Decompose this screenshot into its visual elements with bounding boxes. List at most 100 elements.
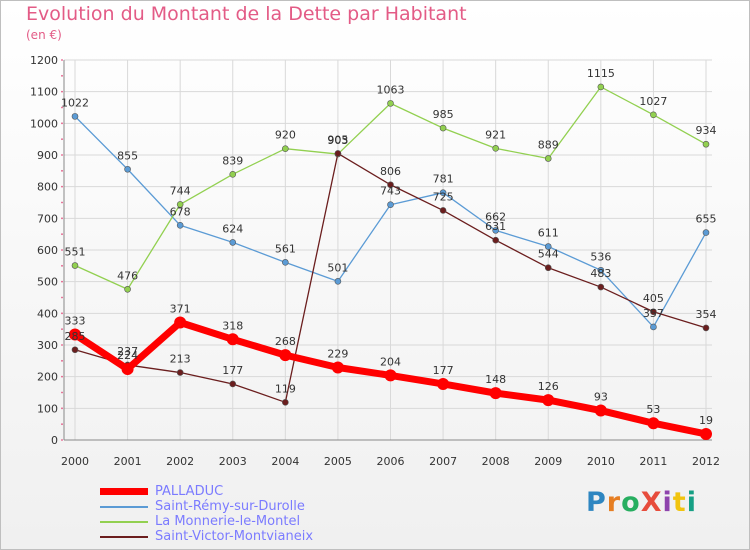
data-label-saint-remy: 655	[696, 213, 717, 226]
data-point-palladuc	[384, 369, 397, 382]
data-label-palladuc: 177	[433, 364, 454, 377]
data-point-palladuc	[174, 316, 187, 329]
data-label-saint-remy: 855	[117, 149, 138, 162]
data-point-saint-victor	[597, 283, 605, 291]
y-axis-minor-tick	[61, 328, 63, 331]
data-label-saint-remy: 611	[538, 227, 559, 240]
data-label-palladuc: 371	[170, 303, 191, 316]
y-axis-minor-tick	[61, 169, 63, 172]
data-point-la-monnerie	[71, 262, 79, 269]
data-label-la-monnerie: 1115	[587, 67, 615, 80]
logo-letter: X	[640, 487, 663, 518]
data-point-la-monnerie	[176, 201, 184, 208]
data-label-palladuc: 204	[380, 355, 401, 368]
data-label-palladuc: 224	[117, 349, 138, 362]
logo-letter: r	[606, 487, 622, 518]
y-axis-minor-tick	[61, 264, 63, 267]
data-point-saint-remy	[71, 113, 79, 120]
data-label-saint-victor: 177	[222, 364, 243, 377]
y-axis-minor-tick	[61, 217, 63, 220]
data-point-la-monnerie	[544, 155, 552, 162]
legend-swatch-saint-victor	[100, 536, 148, 538]
legend-swatch-la-monnerie	[100, 521, 148, 523]
data-label-la-monnerie: 921	[485, 128, 506, 141]
data-label-la-monnerie: 1063	[377, 83, 405, 96]
data-label-saint-remy: 624	[222, 222, 243, 235]
data-point-saint-victor	[492, 236, 499, 244]
y-axis-minor-tick	[61, 201, 63, 204]
data-point-saint-victor	[176, 369, 184, 376]
x-tick-label: 2009	[534, 455, 562, 468]
data-label-saint-remy: 743	[380, 185, 401, 198]
x-tick-label: 2004	[271, 455, 299, 468]
data-point-saint-victor	[650, 308, 657, 316]
y-axis-minor-tick	[61, 423, 63, 426]
y-tick-label: 900	[37, 149, 58, 162]
data-label-saint-victor: 806	[380, 165, 401, 178]
data-point-la-monnerie	[702, 140, 710, 148]
data-label-saint-remy: 357	[643, 307, 664, 320]
axes: 0 100 200 300 400 500 600 700 800 900 1000 1100 1200…	[30, 54, 720, 468]
x-tick-label: 2007	[429, 455, 457, 468]
data-label-palladuc: 126	[538, 380, 559, 393]
proxiti-logo: ProXiti	[586, 487, 697, 518]
data-label-saint-victor: 213	[170, 353, 191, 366]
data-label-la-monnerie: 476	[117, 269, 138, 282]
data-point-saint-remy	[650, 323, 657, 331]
data-label-la-monnerie: 934	[696, 124, 717, 137]
data-point-saint-victor	[334, 150, 342, 157]
data-point-saint-victor	[439, 207, 447, 214]
data-point-palladuc	[700, 427, 712, 440]
y-axis-minor-tick	[61, 122, 63, 125]
data-point-palladuc	[69, 328, 81, 341]
y-axis-minor-tick	[61, 359, 63, 362]
y-axis-minor-tick	[61, 296, 63, 299]
data-label-palladuc: 19	[699, 414, 713, 427]
y-tick-label: 300	[37, 339, 58, 352]
data-label-saint-victor: 119	[275, 382, 296, 395]
data-label-la-monnerie: 1027	[639, 95, 667, 108]
data-label-saint-remy: 662	[485, 210, 506, 223]
data-point-palladuc	[279, 349, 292, 362]
data-point-saint-victor	[282, 399, 289, 406]
logo-letter: t	[672, 487, 687, 518]
data-label-saint-remy: 561	[275, 242, 296, 255]
y-axis-minor-tick	[61, 375, 63, 378]
data-point-saint-victor	[702, 324, 710, 332]
y-tick-label: 600	[37, 244, 58, 257]
data-point-palladuc	[489, 387, 502, 400]
data-point-la-monnerie	[492, 145, 499, 152]
y-axis-minor-tick	[61, 138, 63, 141]
data-point-palladuc	[331, 361, 344, 374]
data-label-palladuc: 318	[222, 319, 243, 332]
y-axis-minor-tick	[61, 439, 63, 441]
y-tick-label: 200	[37, 371, 58, 384]
legend-label-palladuc: PALLADUC	[155, 484, 224, 499]
data-point-saint-remy	[387, 201, 394, 209]
y-axis-minor-tick	[61, 391, 63, 394]
data-label-palladuc: 148	[485, 373, 506, 386]
data-label-la-monnerie: 985	[433, 108, 454, 121]
data-label-saint-victor: 483	[590, 267, 611, 280]
data-point-saint-victor	[229, 380, 237, 388]
y-tick-label: 1200	[30, 54, 58, 67]
data-label-saint-victor: 354	[696, 308, 717, 321]
y-axis-minor-tick	[61, 185, 63, 188]
data-point-palladuc	[594, 404, 607, 417]
data-point-saint-victor	[71, 346, 79, 354]
data-label-la-monnerie: 551	[65, 246, 86, 259]
data-point-la-monnerie	[650, 111, 657, 119]
y-tick-label: 500	[37, 276, 58, 289]
x-tick-label: 2000	[61, 455, 89, 468]
data-point-saint-remy	[597, 266, 605, 274]
data-label-saint-remy: 1022	[61, 96, 89, 109]
data-label-palladuc: 268	[275, 335, 296, 348]
data-point-la-monnerie	[439, 124, 447, 132]
x-tick-label: 2002	[166, 455, 194, 468]
y-tick-label: 100	[37, 402, 58, 415]
data-label-la-monnerie: 903	[327, 134, 348, 147]
y-axis-minor-tick	[61, 74, 63, 77]
data-point-saint-victor	[387, 181, 394, 189]
x-tick-label: 2005	[324, 455, 352, 468]
legend-swatch-palladuc	[100, 488, 148, 495]
